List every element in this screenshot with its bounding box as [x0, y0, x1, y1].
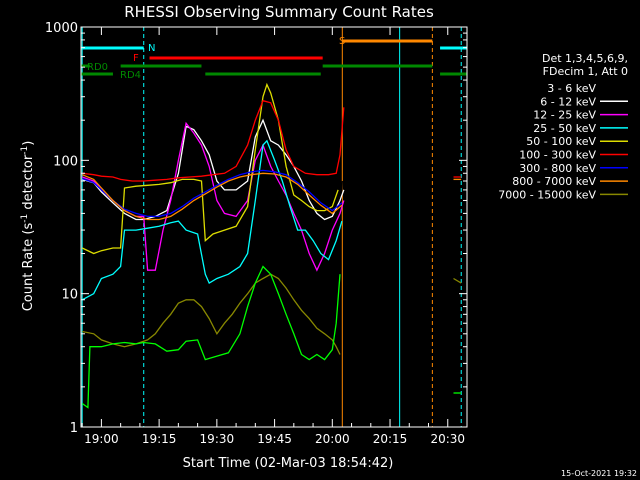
generation-timestamp: 15-Oct-2021 19:32	[561, 469, 637, 478]
legend-label-4: 50 - 100 keV	[526, 135, 596, 148]
late-segment-2	[453, 277, 462, 284]
series-line-4	[81, 82, 339, 255]
state-label-n: N	[148, 43, 155, 54]
y-axis-label: Count Rate (s-1 detector-1)	[20, 141, 36, 312]
legend: Det 1,3,4,5,6,9,FDecim 1, Att 0 3 - 6 keV…	[498, 52, 628, 201]
axes: 19:00 19:15 19:30 19:45 20:00 20:15 20:30 1 10 10…	[45, 21, 468, 446]
state-bars-and-markers: NF S RD0 RD4	[81, 27, 467, 427]
x-tick-label-5: 20:15	[373, 432, 408, 446]
x-tick-label-1: 19:15	[142, 432, 177, 446]
legend-label-0: 3 - 6 keV	[547, 82, 596, 95]
x-tick-label-2: 19:30	[200, 432, 235, 446]
x-axis-label: Start Time (02-Mar-03 18:54:42)	[183, 456, 394, 471]
x-tick-label-3: 19:45	[257, 432, 292, 446]
series-line-1	[82, 118, 345, 221]
legend-label-7: 800 - 7000 keV	[512, 175, 596, 188]
legend-label-2: 12 - 25 keV	[533, 109, 596, 122]
plot-frame	[80, 26, 468, 428]
state-label-rd0: RD0	[87, 62, 108, 73]
series-line-3	[81, 139, 343, 301]
legend-label-5: 100 - 300 keV	[519, 149, 596, 162]
legend-header-0: Det 1,3,4,5,6,9,	[542, 52, 628, 65]
legend-label-8: 7000 - 15000 keV	[498, 188, 596, 201]
chart-title: RHESSI Observing Summary Count Rates	[124, 3, 434, 21]
state-label-rd4: RD4	[120, 70, 141, 81]
series-line-7	[81, 172, 343, 221]
x-tick-label-6: 20:30	[430, 432, 465, 446]
y-tick-label-1: 10	[61, 288, 78, 303]
y-tick-label-3: 1000	[45, 21, 78, 36]
y-tick-label-0: 1	[70, 421, 78, 436]
x-tick-label-0: 19:00	[84, 432, 119, 446]
series-lines	[81, 82, 462, 409]
state-label-s: S	[339, 36, 345, 47]
series-line-9	[81, 265, 341, 409]
legend-label-6: 300 - 800 keV	[519, 162, 596, 175]
series-line-5	[82, 99, 345, 182]
y-tick-label-2: 100	[53, 154, 78, 169]
x-tick-label-4: 20:00	[315, 432, 350, 446]
legend-label-3: 25 - 50 keV	[533, 122, 596, 135]
series-line-2	[81, 121, 345, 272]
state-label-f: F	[133, 53, 139, 64]
legend-label-1: 6 - 12 keV	[540, 95, 596, 108]
series-line-6	[81, 169, 343, 218]
legend-header-1: FDecim 1, Att 0	[543, 65, 628, 78]
